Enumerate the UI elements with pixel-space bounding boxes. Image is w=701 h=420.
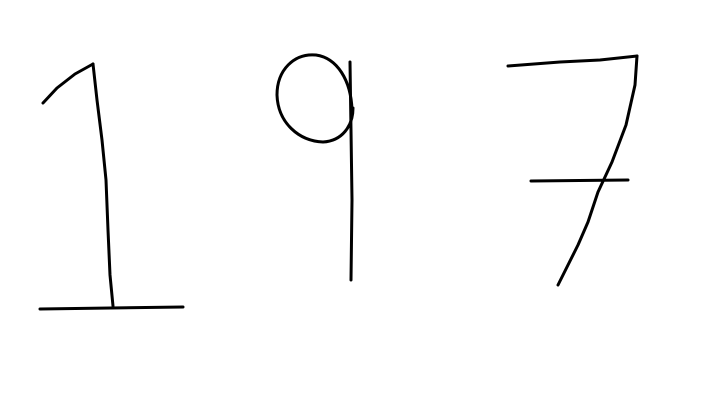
digit-9-loop-stroke [275,53,355,144]
digit-7-top-stroke [506,54,639,68]
digit-7-crossbar-stroke [529,178,630,183]
digit-9-stem-stroke [348,60,354,282]
digit-1-flag-stroke [41,62,95,105]
digit-1-stem-stroke [91,62,115,308]
digit-7 [506,54,639,287]
digit-1-base-stroke [38,305,185,311]
digit-9 [275,53,355,282]
digit-7-diagonal-stroke [556,54,639,287]
digit-1 [38,62,185,311]
